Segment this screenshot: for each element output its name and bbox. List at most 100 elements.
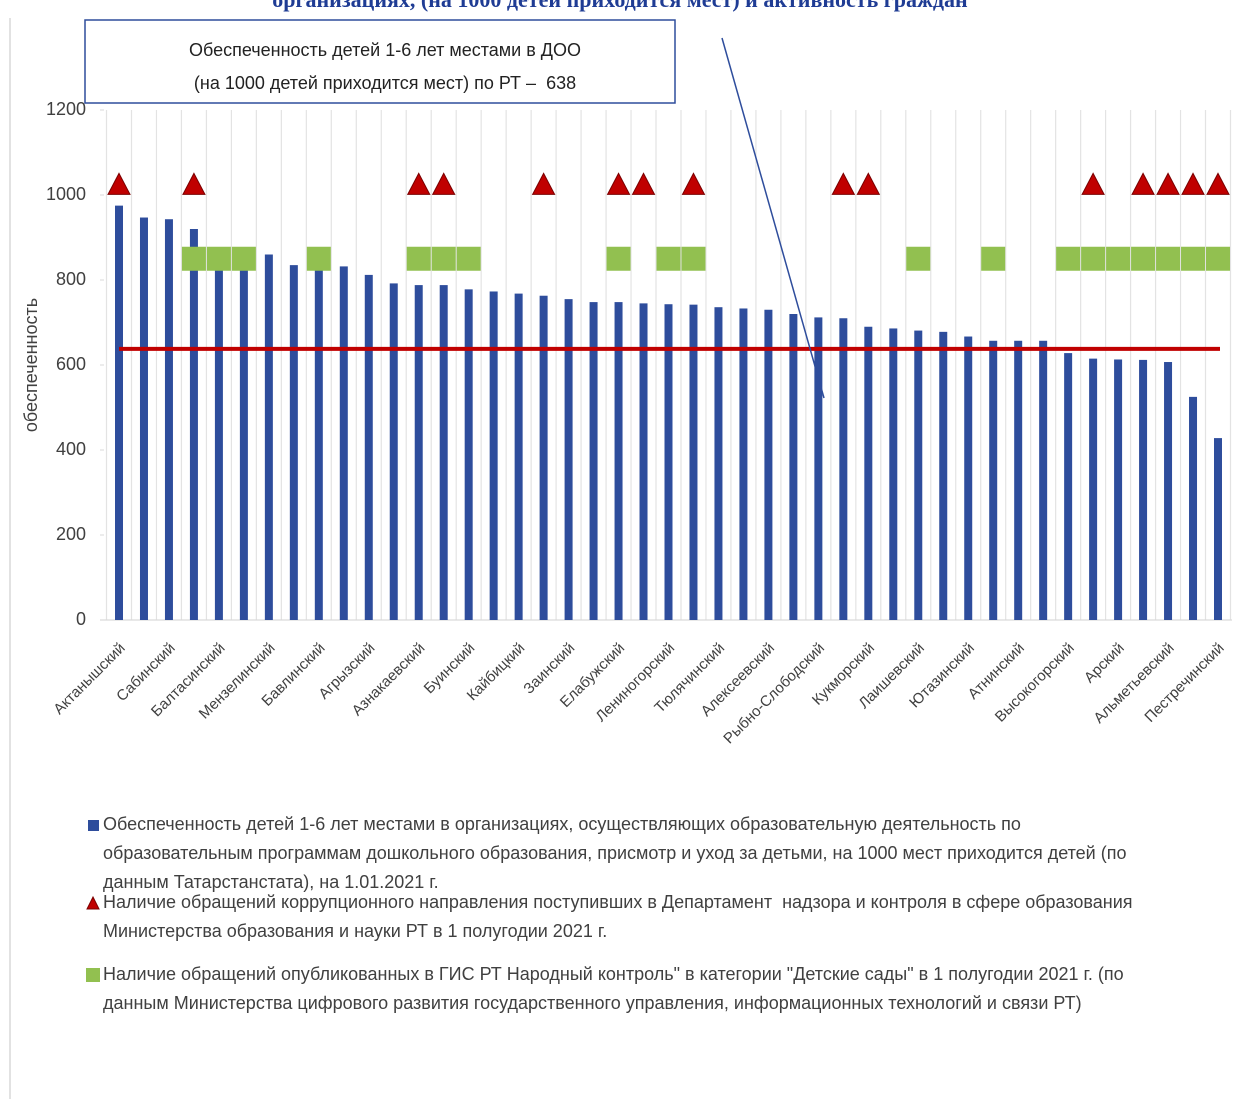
bar: [539, 295, 548, 620]
y-tick-label: 0: [76, 609, 86, 629]
square-marker: [1106, 246, 1131, 271]
legend-entry: Наличие обращений коррупционного направл…: [80, 888, 1170, 946]
bar: [714, 307, 723, 620]
triangle-marker: [631, 172, 656, 195]
square-marker: [1181, 246, 1206, 271]
legend-marker: [88, 820, 99, 831]
bar: [439, 285, 448, 620]
bar: [489, 291, 498, 620]
square-marker: [1056, 246, 1081, 271]
bar: [964, 336, 973, 620]
bar: [939, 331, 948, 620]
y-tick-label: 400: [56, 439, 86, 459]
bar: [164, 219, 173, 620]
triangle-marker: [406, 172, 431, 195]
bar: [589, 302, 598, 620]
y-tick-label: 200: [56, 524, 86, 544]
bar: [1139, 359, 1148, 620]
bar: [764, 309, 773, 620]
bar: [314, 263, 323, 620]
bar: [364, 274, 373, 620]
square-marker: [1131, 246, 1156, 271]
triangle-marker: [1181, 172, 1205, 195]
bar: [789, 314, 798, 620]
square-marker: [406, 246, 431, 271]
bar: [639, 303, 648, 620]
legend-entry: Обеспеченность детей 1-6 лет местами в о…: [80, 810, 1170, 897]
square-marker: [231, 246, 256, 271]
square-marker: [206, 246, 231, 271]
bar: [914, 330, 923, 620]
bar: [889, 328, 898, 620]
triangle-marker: [1156, 172, 1180, 195]
bar: [1089, 358, 1098, 620]
bar: [989, 340, 998, 620]
bar: [1014, 340, 1023, 620]
bar: [564, 299, 573, 620]
bar: [189, 229, 198, 620]
bar: [1164, 362, 1173, 620]
square-marker: [1206, 246, 1230, 271]
legend-swatch: [88, 820, 99, 831]
square-marker: [906, 246, 931, 271]
triangle-marker: [606, 172, 631, 195]
square-marker: [981, 246, 1006, 271]
legend-label: Наличие обращений коррупционного направл…: [103, 892, 1143, 941]
bar: [864, 326, 873, 620]
bar: [139, 217, 148, 620]
annotation-box: [84, 19, 676, 104]
y-tick-label: 600: [56, 354, 86, 374]
square-marker: [656, 246, 681, 271]
annotation-text: Обеспеченность детей 1-6 лет местами в Д…: [189, 40, 581, 60]
square-marker: [1081, 246, 1106, 271]
legend-entry: Наличие обращений опубликованных в ГИС Р…: [80, 960, 1170, 1018]
annotation-text: (на 1000 детей приходится мест) по РТ – …: [194, 73, 576, 93]
bar: [289, 265, 298, 620]
bar: [1189, 396, 1198, 620]
bar: [115, 205, 123, 620]
triangle-marker: [1131, 172, 1155, 195]
bar: [214, 253, 223, 620]
x-tick-label: Арский: [1081, 640, 1128, 687]
square-marker: [306, 246, 331, 271]
bar: [839, 318, 848, 620]
triangle-marker: [182, 172, 206, 195]
legend-label: Обеспеченность детей 1-6 лет местами в о…: [103, 814, 1132, 892]
triangle-marker: [1206, 172, 1230, 195]
chart-title: организациях, (на 1000 детей приходится …: [272, 0, 968, 12]
triangle-marker: [1081, 172, 1105, 195]
bar: [339, 266, 348, 620]
bar: [1214, 438, 1222, 620]
triangle-marker: [431, 172, 456, 195]
legend-marker: [86, 896, 100, 910]
bar: [689, 304, 698, 620]
bar: [739, 308, 748, 620]
legend-swatch: [86, 896, 100, 910]
bar: [414, 285, 423, 620]
y-axis-title: обеспеченность: [21, 298, 41, 432]
x-tick-label: Актанышский: [50, 640, 128, 718]
square-marker: [606, 246, 631, 271]
bar: [1039, 340, 1048, 620]
bar: [1114, 359, 1123, 620]
bar: [464, 289, 473, 620]
bar: [664, 304, 673, 620]
legend-label: Наличие обращений опубликованных в ГИС Р…: [103, 964, 1129, 1013]
y-tick-label: 800: [56, 269, 86, 289]
triangle-marker: [831, 172, 856, 195]
legend-swatch: [86, 968, 100, 982]
y-tick-label: 1000: [46, 184, 86, 204]
square-marker: [681, 246, 706, 271]
bar: [814, 317, 823, 620]
square-marker: [431, 246, 456, 271]
bar: [239, 254, 248, 620]
triangle-marker: [681, 172, 706, 195]
triangle-marker: [107, 172, 131, 195]
legend-marker: [86, 968, 100, 982]
square-marker: [1156, 246, 1181, 271]
bar: [1064, 353, 1073, 620]
triangle-marker: [856, 172, 881, 195]
bar: [614, 302, 623, 620]
